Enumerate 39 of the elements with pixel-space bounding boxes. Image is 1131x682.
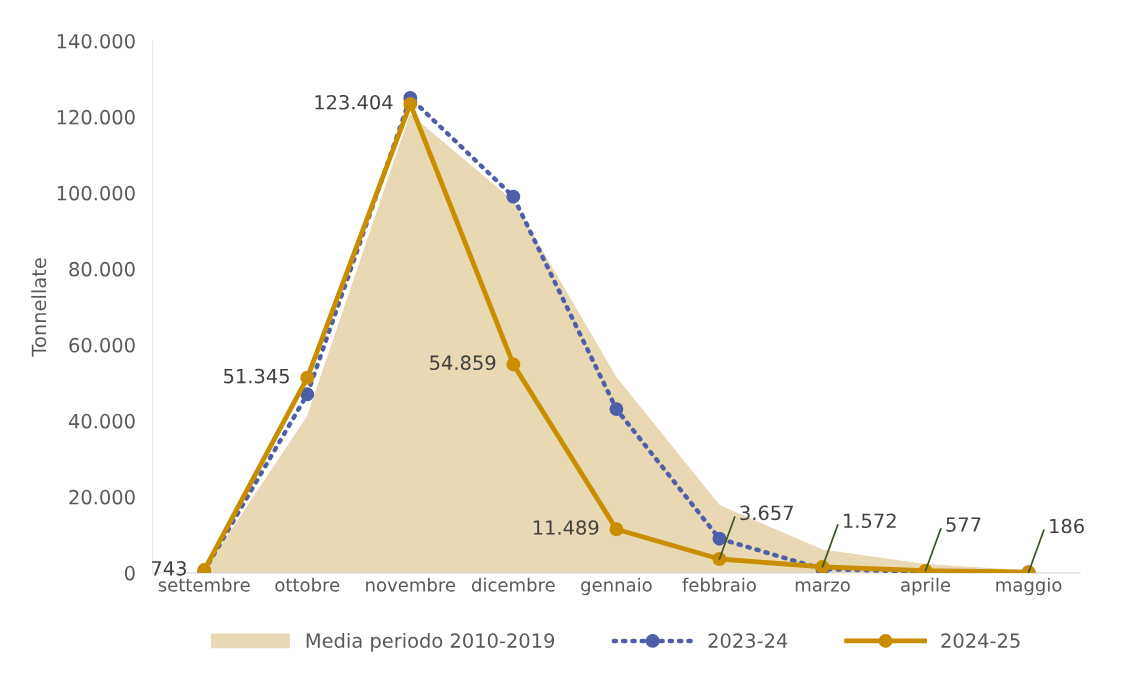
- x-tick-label: maggio: [996, 577, 1062, 596]
- data-label: 743: [152, 560, 186, 576]
- y-tick-label: 20.000: [69, 489, 135, 505]
- point: [609, 522, 624, 537]
- x-tick-label: aprile: [901, 577, 951, 596]
- data-label: 54.859: [430, 355, 496, 371]
- x-tick-label: febbraio: [682, 577, 756, 592]
- x-tick-label: gennaio: [581, 577, 652, 596]
- legend-label: 2023-24: [708, 633, 788, 648]
- data-label: 3.657: [740, 505, 793, 521]
- data-label: 123.404: [315, 94, 393, 110]
- point: [609, 402, 624, 417]
- data-label: 1.572: [844, 513, 896, 529]
- x-tick-label: marzo: [795, 581, 850, 592]
- y-tick-label: 0: [124, 565, 135, 581]
- x-tick-label: settembre: [158, 577, 250, 592]
- point: [300, 387, 315, 402]
- x-tick-label: novembre: [366, 577, 456, 592]
- legend-label: 2024-25: [941, 633, 1020, 648]
- data-label: 51.345: [224, 368, 289, 384]
- y-tick-label: 80.000: [69, 261, 135, 277]
- y-tick-label: 140.000: [57, 33, 135, 49]
- y-tick-label: 120.000: [57, 109, 135, 125]
- x-tick-label: dicembre: [472, 577, 555, 592]
- point: [712, 531, 727, 546]
- data-label: 186: [1050, 518, 1084, 534]
- y-tick-label: 40.000: [68, 413, 135, 429]
- point: [712, 552, 727, 566]
- point: [300, 370, 315, 385]
- point: [506, 357, 521, 372]
- point: [506, 189, 521, 204]
- point: [403, 97, 418, 111]
- y-tick-label: 100.000: [57, 185, 135, 201]
- data-label: 577: [946, 517, 981, 532]
- y-tick-label: 60.000: [69, 337, 135, 353]
- x-tick-label: ottobre: [275, 577, 340, 592]
- data-label: 11.489: [533, 520, 599, 535]
- legend-label: Media periodo 2010-2019: [306, 632, 555, 652]
- y-axis-title: Tonnellate: [31, 258, 47, 357]
